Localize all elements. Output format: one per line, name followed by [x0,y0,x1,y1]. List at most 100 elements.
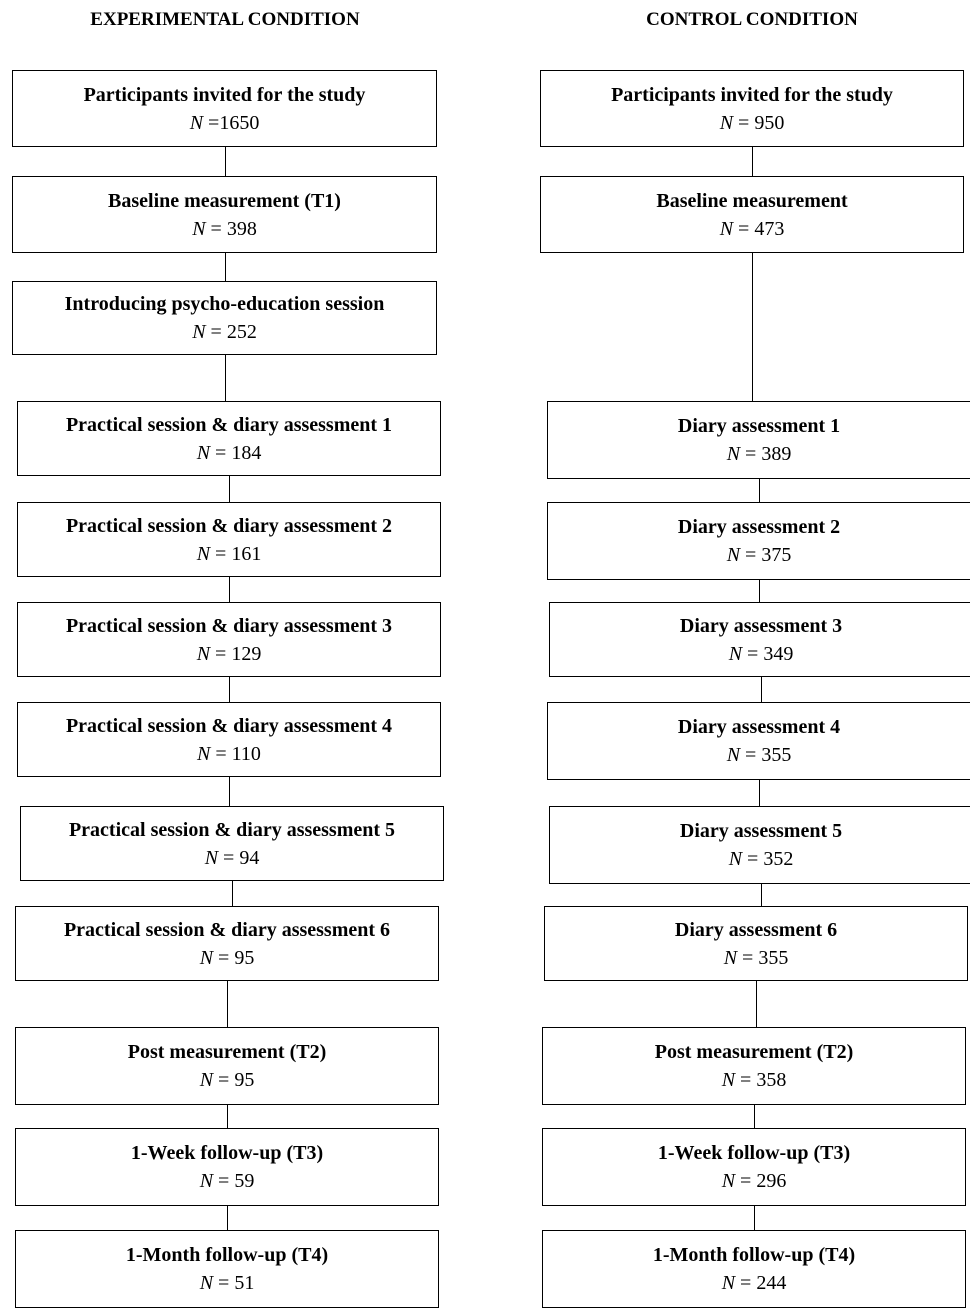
experimental-step-box: Practical session & diary assessment 1 N … [17,401,441,476]
step-count: N = 95 [200,944,255,972]
experimental-connector-line [227,1105,228,1128]
step-label: 1-Month follow-up (T4) [125,1244,329,1266]
count-equals: = [210,542,232,565]
control-step-box: 1-Month follow-up (T4) N = 244 [542,1230,966,1308]
count-equals: = [740,544,762,566]
step-count: N = 389 [727,440,792,468]
control-connector-line [759,479,760,502]
step-label: Diary assessment 2 [677,516,841,538]
control-connector-line [756,981,757,1027]
experimental-step-box: Practical session & diary assessment 5 N … [20,806,444,881]
count-symbol: N [719,217,734,240]
count-value: 352 [763,848,794,870]
step-count: N = 355 [724,944,789,972]
count-value: 59 [234,1170,255,1192]
count-symbol: N [723,946,738,969]
count-equals: = [733,111,755,134]
count-symbol: N [204,846,219,869]
step-count: N = 296 [722,1167,787,1195]
count-symbol: N [196,441,211,464]
step-count: N = 950 [720,109,785,137]
step-count: N = 352 [729,845,794,873]
step-count: N = 59 [200,1167,255,1195]
count-equals: = [210,742,232,765]
experimental-connector-line [229,577,230,602]
count-symbol: N [726,744,741,766]
step-label: Participants invited for the study [611,83,893,106]
step-count: N = 349 [729,640,794,668]
step-count: N = 355 [727,741,792,769]
count-value: 355 [761,744,792,766]
step-count: N = 94 [205,844,260,872]
count-equals: = [740,744,762,766]
step-count: N = 398 [192,215,257,243]
step-label: Practical session & diary assessment 5 [68,818,396,841]
step-count: N = 161 [197,540,262,568]
step-count: N =1650 [190,109,260,137]
control-step-box: Diary assessment 6 N = 355 [544,906,968,981]
count-equals: = [733,217,755,240]
experimental-step-box: 1-Week follow-up (T3) N = 59 [15,1128,439,1206]
count-equals: = [735,1272,757,1294]
count-symbol: N [726,544,741,566]
count-value: 95 [234,946,255,969]
count-equals: = [213,1272,235,1294]
experimental-connector-line [229,677,230,702]
experimental-connector-line [225,253,226,281]
count-symbol: N [719,111,734,134]
control-step-box: Baseline measurement N = 473 [540,176,964,253]
count-symbol: N [196,542,211,565]
count-equals: = [213,946,235,969]
count-equals: = [740,443,762,465]
control-step-box: Diary assessment 4 N = 355 [547,702,970,780]
experimental-step-box: 1-Month follow-up (T4) N = 51 [15,1230,439,1308]
count-equals: = [218,846,240,869]
count-symbol: N [196,642,211,665]
count-value: 129 [231,642,262,665]
experimental-connector-line [229,476,230,502]
experimental-connector-line [227,981,228,1027]
count-symbol: N [726,443,741,465]
count-symbol: N [721,1272,736,1294]
control-connector-line [754,1206,755,1230]
count-symbol: N [199,1069,214,1091]
step-count: N = 375 [727,541,792,569]
experimental-connector-line [229,777,230,806]
control-column-title: CONTROL CONDITION [646,9,858,30]
step-count: N = 473 [720,215,785,243]
count-value: 375 [761,544,792,566]
count-symbol: N [189,111,204,134]
count-value: 349 [763,642,794,665]
count-equals: = [742,642,764,665]
experimental-connector-line [225,147,226,176]
count-value: 94 [239,846,260,869]
step-count: N = 358 [722,1066,787,1094]
count-symbol: N [197,742,211,765]
step-label: Baseline measurement [656,189,848,212]
experimental-column-title: EXPERIMENTAL CONDITION [90,9,360,30]
step-count: N = 95 [200,1066,255,1094]
count-equals: = [735,1069,757,1091]
control-step-box: Post measurement (T2) N = 358 [542,1027,966,1105]
experimental-step-box: Participants invited for the study N =165… [12,70,437,147]
count-equals: = [213,1069,235,1091]
count-equals: = [210,642,232,665]
experimental-step-box: Practical session & diary assessment 6 N … [15,906,439,981]
control-step-box: Diary assessment 5 N = 352 [549,806,970,884]
count-equals: = [213,1170,235,1192]
count-value: 161 [231,542,262,565]
step-label: Practical session & diary assessment 2 [65,514,393,537]
step-count: N = 184 [197,439,262,467]
step-label: Post measurement (T2) [127,1041,327,1063]
step-count: N = 129 [197,640,262,668]
experimental-step-box: Practical session & diary assessment 2 N … [17,502,441,577]
control-connector-line [761,677,762,702]
control-step-box: Participants invited for the study N = 95… [540,70,964,147]
count-symbol: N [721,1069,736,1091]
control-step-box: Diary assessment 3 N = 349 [549,602,970,677]
control-connector-line [752,147,753,176]
count-equals: = [742,848,764,870]
count-value: 1650 [219,111,260,134]
experimental-step-box: Practical session & diary assessment 4 N … [17,702,441,777]
count-value: 252 [226,321,257,343]
